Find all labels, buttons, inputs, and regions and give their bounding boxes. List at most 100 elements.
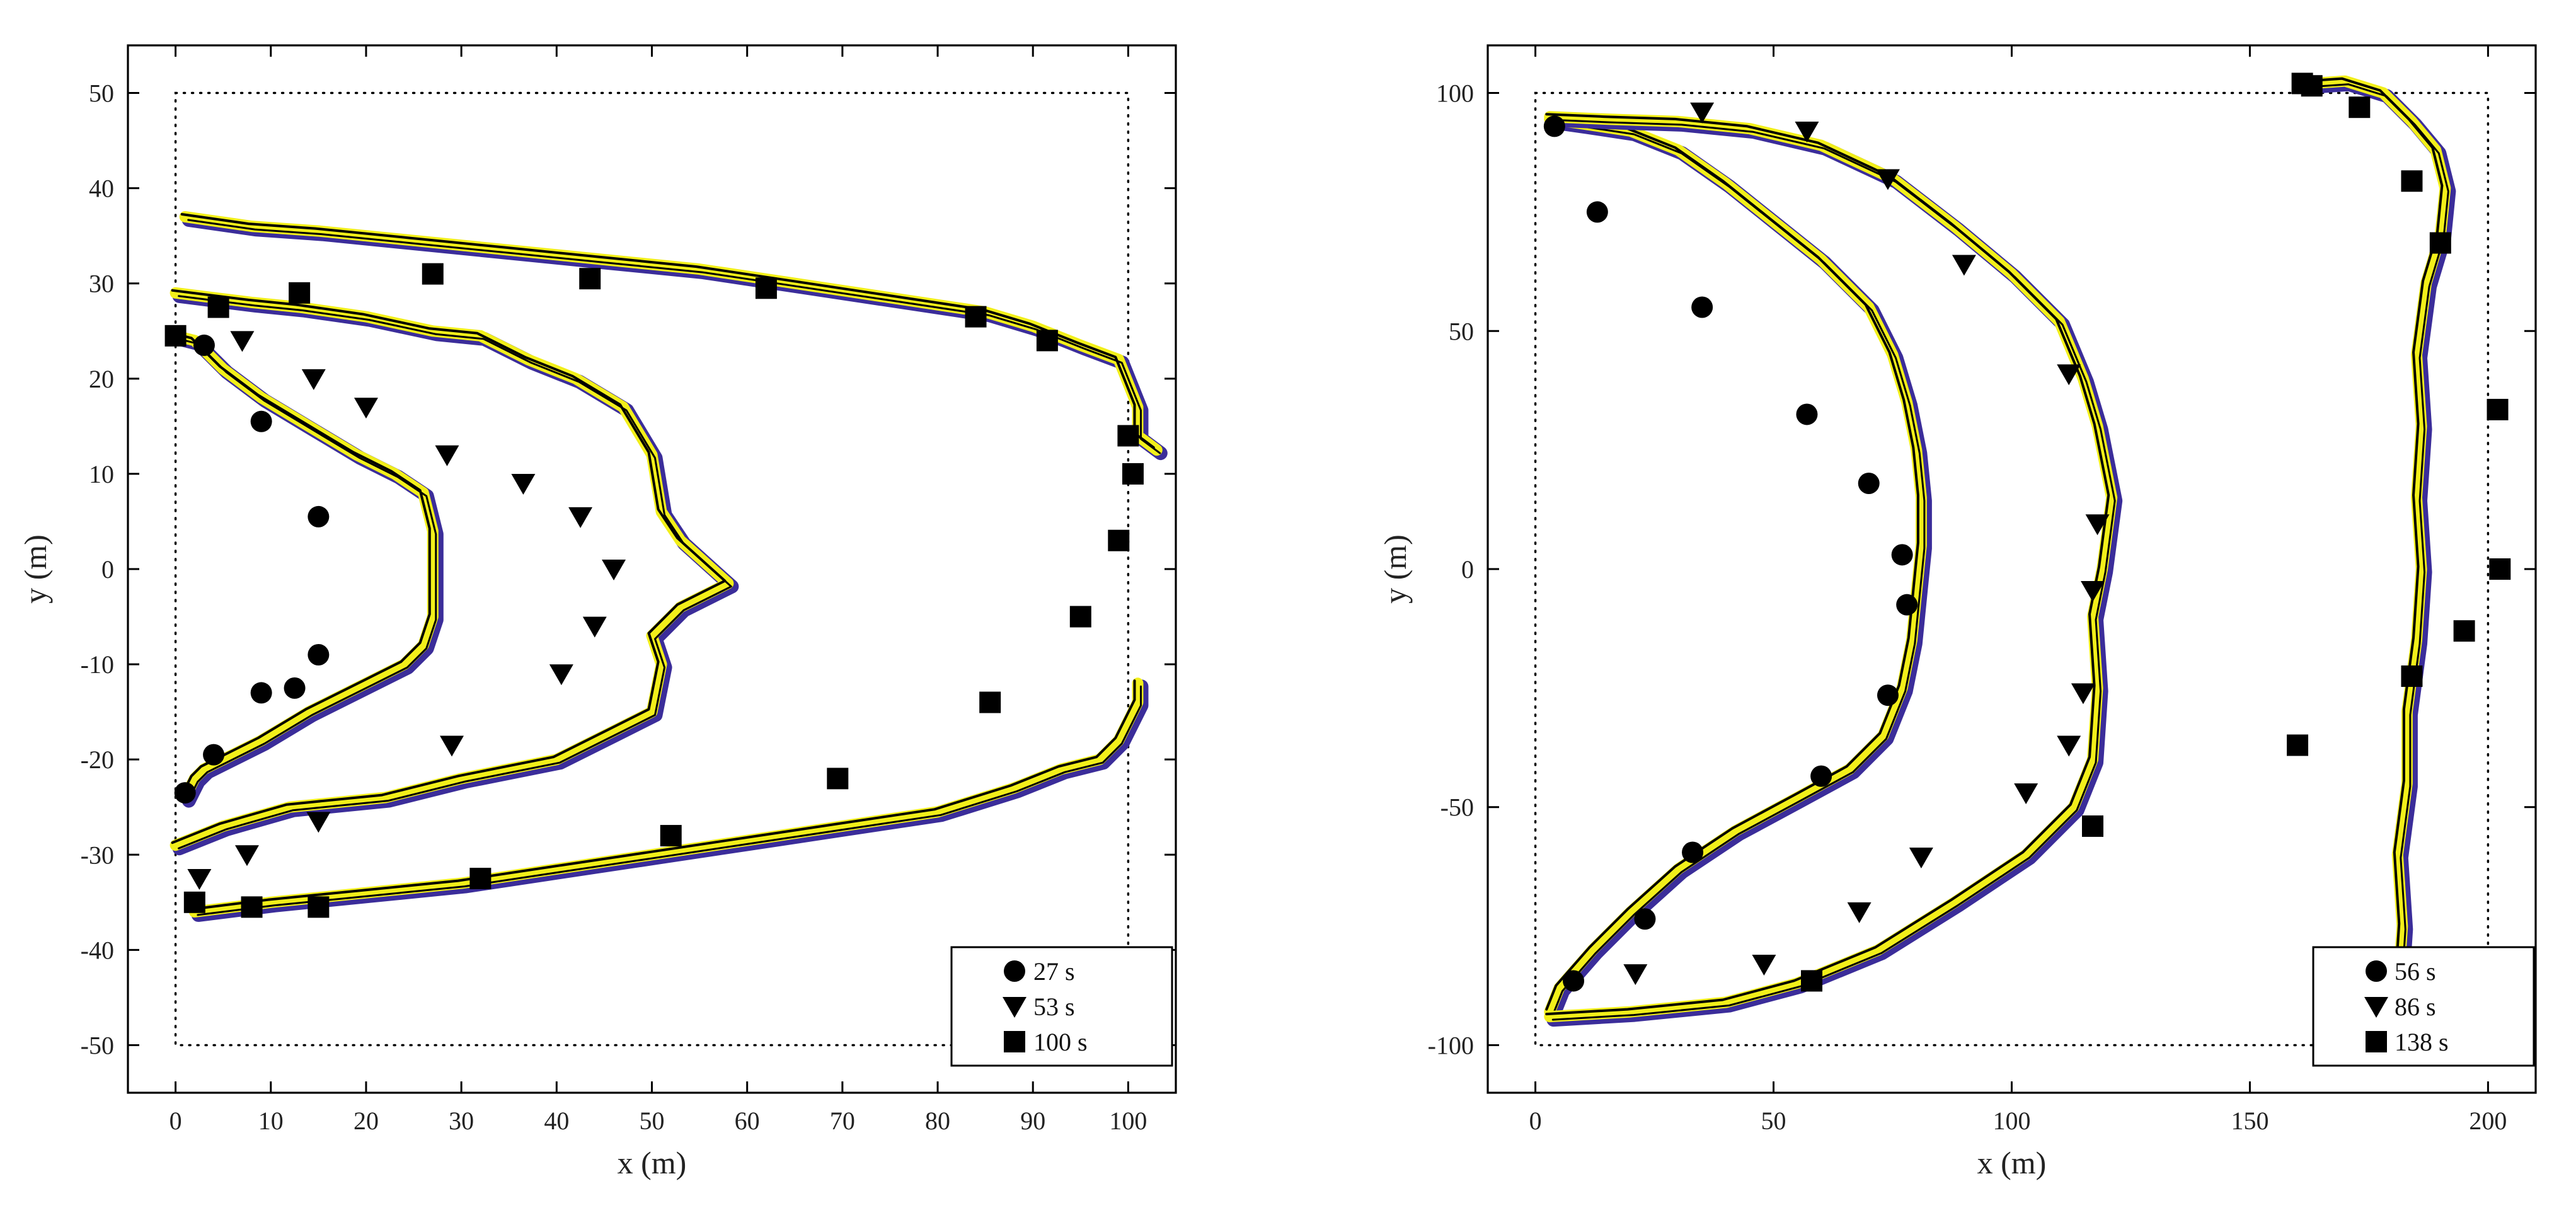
data-point-square bbox=[1108, 529, 1130, 551]
front-band-1 bbox=[170, 287, 734, 851]
data-point-triangle-down bbox=[187, 869, 212, 890]
data-point-circle bbox=[250, 682, 272, 704]
data-point-triangle-down bbox=[1795, 121, 1819, 142]
front-edge-outer-1 bbox=[1545, 113, 2110, 1016]
legend-label: 86 s bbox=[2395, 993, 2436, 1021]
axes-frame bbox=[127, 44, 1177, 1094]
front-edge-inner-2 bbox=[2314, 83, 2449, 1002]
y-tick-label: 40 bbox=[89, 175, 114, 203]
data-point-triangle-down bbox=[2014, 783, 2038, 805]
data-point-square bbox=[308, 896, 330, 918]
x-tick-label: 0 bbox=[1529, 1107, 1542, 1135]
legend-label: 53 s bbox=[1033, 993, 1075, 1021]
y-axis-label: y (m) bbox=[1377, 534, 1413, 604]
data-point-triangle-down bbox=[1875, 169, 1900, 190]
data-point-circle bbox=[1810, 765, 1832, 787]
data-point-circle bbox=[1543, 115, 1565, 137]
front-edge-inner-1 bbox=[1551, 118, 2116, 1021]
data-point-square bbox=[965, 306, 987, 328]
front-edge-inner-0 bbox=[178, 338, 437, 802]
x-tick-label: 150 bbox=[2231, 1107, 2268, 1135]
y-tick-label: -50 bbox=[81, 1031, 114, 1059]
front-edge-inner-2 bbox=[187, 219, 1161, 454]
data-point-circle bbox=[250, 410, 272, 432]
data-point-triangle-down bbox=[1952, 255, 1976, 276]
x-tick-label: 30 bbox=[449, 1107, 474, 1135]
x-axis-label: x (m) bbox=[1977, 1145, 2047, 1180]
data-point-triangle-down bbox=[2057, 364, 2081, 386]
data-point-square bbox=[164, 325, 187, 347]
data-point-square bbox=[1069, 606, 1091, 628]
data-point-square bbox=[979, 691, 1001, 713]
data-point-square bbox=[2401, 170, 2423, 192]
domain-boundary bbox=[174, 91, 1130, 1047]
data-point-triangle-down bbox=[1752, 955, 1776, 976]
x-tick-label: 40 bbox=[544, 1107, 569, 1135]
data-point-square bbox=[241, 896, 263, 918]
data-point-triangle-down bbox=[1623, 964, 1648, 986]
data-point-triangle-down bbox=[1690, 102, 1715, 124]
data-point-circle bbox=[1796, 403, 1818, 425]
data-point-square bbox=[1801, 970, 1823, 992]
front-band-2 bbox=[179, 211, 1163, 456]
y-axis-label: y (m) bbox=[18, 534, 53, 604]
legend-marker-triangle-down bbox=[2364, 997, 2388, 1018]
front-shadow-1 bbox=[172, 289, 739, 856]
data-point-circle bbox=[193, 334, 215, 356]
data-point-triangle-down bbox=[549, 664, 573, 686]
y-tick-label: 0 bbox=[1461, 555, 1474, 584]
data-point-triangle-down bbox=[568, 507, 593, 528]
data-point-triangle-down bbox=[354, 398, 378, 419]
data-point-square bbox=[289, 282, 311, 304]
x-tick-label: 80 bbox=[925, 1107, 950, 1135]
legend-marker-square bbox=[1004, 1031, 1025, 1052]
legend-marker-triangle-down bbox=[1003, 997, 1026, 1018]
data-point-square bbox=[1036, 330, 1058, 352]
x-tick-label: 100 bbox=[1993, 1107, 2031, 1135]
y-tick-label: 50 bbox=[1449, 317, 1474, 345]
chart-panel-left: 0 10 20 30 40 50 60 70 80 90 100 -50 -40 -30 -20 -10 0 10… bbox=[18, 44, 1177, 1180]
data-point-circle bbox=[203, 744, 225, 766]
x-tick-label: 90 bbox=[1020, 1107, 1045, 1135]
data-point-circle bbox=[1896, 594, 1918, 616]
front-band-0 bbox=[170, 330, 439, 803]
data-point-square bbox=[1117, 425, 1139, 447]
legend: 56 s 86 s 138 s bbox=[2312, 946, 2535, 1067]
y-tick-label: -30 bbox=[81, 841, 114, 869]
front-shadow-0 bbox=[1546, 115, 1932, 1022]
x-tick-label: 20 bbox=[354, 1107, 379, 1135]
data-point-square bbox=[2301, 75, 2323, 97]
front-shadow-2 bbox=[181, 213, 1168, 461]
data-point-square bbox=[827, 768, 849, 790]
x-tick-label: 10 bbox=[258, 1107, 284, 1135]
front-band-0 bbox=[1544, 113, 1927, 1018]
data-point-triangle-down bbox=[234, 845, 259, 867]
front-edge-outer-2 bbox=[180, 213, 1155, 449]
data-point-triangle-down bbox=[511, 474, 536, 495]
data-point-circle bbox=[1682, 841, 1704, 863]
x-tick-label: 0 bbox=[170, 1107, 182, 1135]
data-point-square bbox=[2453, 620, 2475, 642]
data-point-triangle-down bbox=[306, 812, 331, 833]
legend-marker-square bbox=[2366, 1031, 2387, 1052]
y-tick-label: 20 bbox=[89, 365, 114, 393]
data-point-circle bbox=[1586, 201, 1608, 223]
front-edge-outer-1 bbox=[171, 289, 727, 844]
data-point-triangle-down bbox=[2057, 735, 2081, 757]
data-point-circle bbox=[1877, 684, 1899, 706]
front-shadow-1 bbox=[1546, 113, 2123, 1027]
data-point-triangle-down bbox=[582, 616, 607, 638]
data-point-triangle-down bbox=[2071, 683, 2095, 705]
data-point-circle bbox=[308, 505, 330, 527]
data-point-square bbox=[2401, 665, 2423, 687]
data-point-circle bbox=[1634, 908, 1656, 930]
y-tick-label: -100 bbox=[1428, 1031, 1474, 1059]
data-point-square bbox=[1122, 463, 1144, 485]
y-tick-label: -50 bbox=[1440, 793, 1474, 822]
legend-label: 100 s bbox=[1033, 1028, 1088, 1056]
data-point-square bbox=[2349, 96, 2371, 118]
data-point-square bbox=[2082, 815, 2104, 837]
y-tick-label: 10 bbox=[89, 460, 114, 488]
data-point-circle bbox=[1891, 544, 1913, 566]
